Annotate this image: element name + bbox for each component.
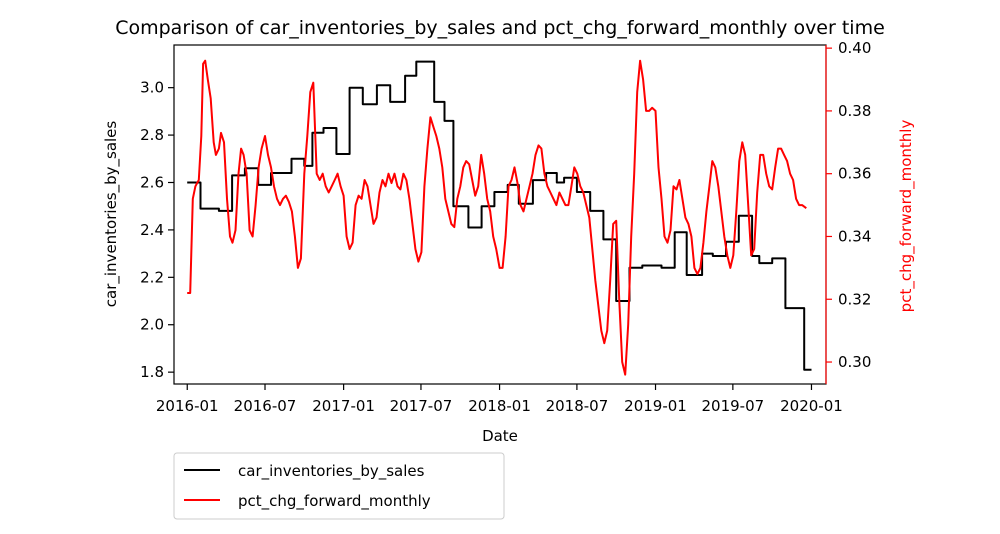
series-line-pct-chg-forward-monthly [187,59,807,376]
plot-lines [187,59,812,376]
x-tick-label: 2017-07 [390,397,453,415]
x-tick-label: 2018-01 [468,397,531,415]
x-tick-label: 2020-01 [780,397,843,415]
y-right-tick-label: 0.36 [838,165,871,183]
x-tick-label: 2018-07 [546,397,609,415]
y-left-tick-label: 2.2 [140,268,164,286]
x-tick-label: 2019-07 [702,397,765,415]
legend-box [173,452,505,520]
y-right-tick-label: 0.34 [838,227,871,245]
y-axis-left: 1.8 2.0 2.2 2.4 2.6 2.8 3.0 [140,79,174,381]
y-right-tick-label: 0.30 [838,353,871,371]
x-tick-label: 2019-01 [624,397,687,415]
legend-label-car-inventories: car_inventories_by_sales [238,462,425,481]
y-axis-right-label: pct_chg_forward_monthly [897,120,916,313]
y-left-tick-label: 2.6 [140,173,164,191]
x-axis: 2016-01 2016-07 2017-01 2017-07 2018-01 2018-… [156,384,843,415]
y-right-tick-label: 0.38 [838,102,871,120]
y-left-tick-label: 2.0 [140,316,164,334]
y-axis-left-label: car_inventories_by_sales [102,121,121,308]
x-tick-label: 2016-01 [156,397,219,415]
legend: car_inventories_by_sales pct_chg_forward… [173,452,505,520]
y-left-tick-label: 3.0 [140,79,164,97]
y-left-tick-label: 1.8 [140,363,164,381]
y-right-tick-label: 0.40 [838,39,871,57]
y-axis-right: 0.30 0.32 0.34 0.36 0.38 0.40 [826,39,871,371]
x-tick-label: 2016-07 [234,397,297,415]
y-left-tick-label: 2.4 [140,221,164,239]
x-tick-label: 2017-01 [312,397,375,415]
y-left-tick-label: 2.8 [140,126,164,144]
y-right-tick-label: 0.32 [838,290,871,308]
chart-title: Comparison of car_inventories_by_sales a… [115,17,885,39]
legend-label-pct-chg: pct_chg_forward_monthly [238,492,431,511]
x-axis-label: Date [482,427,518,445]
